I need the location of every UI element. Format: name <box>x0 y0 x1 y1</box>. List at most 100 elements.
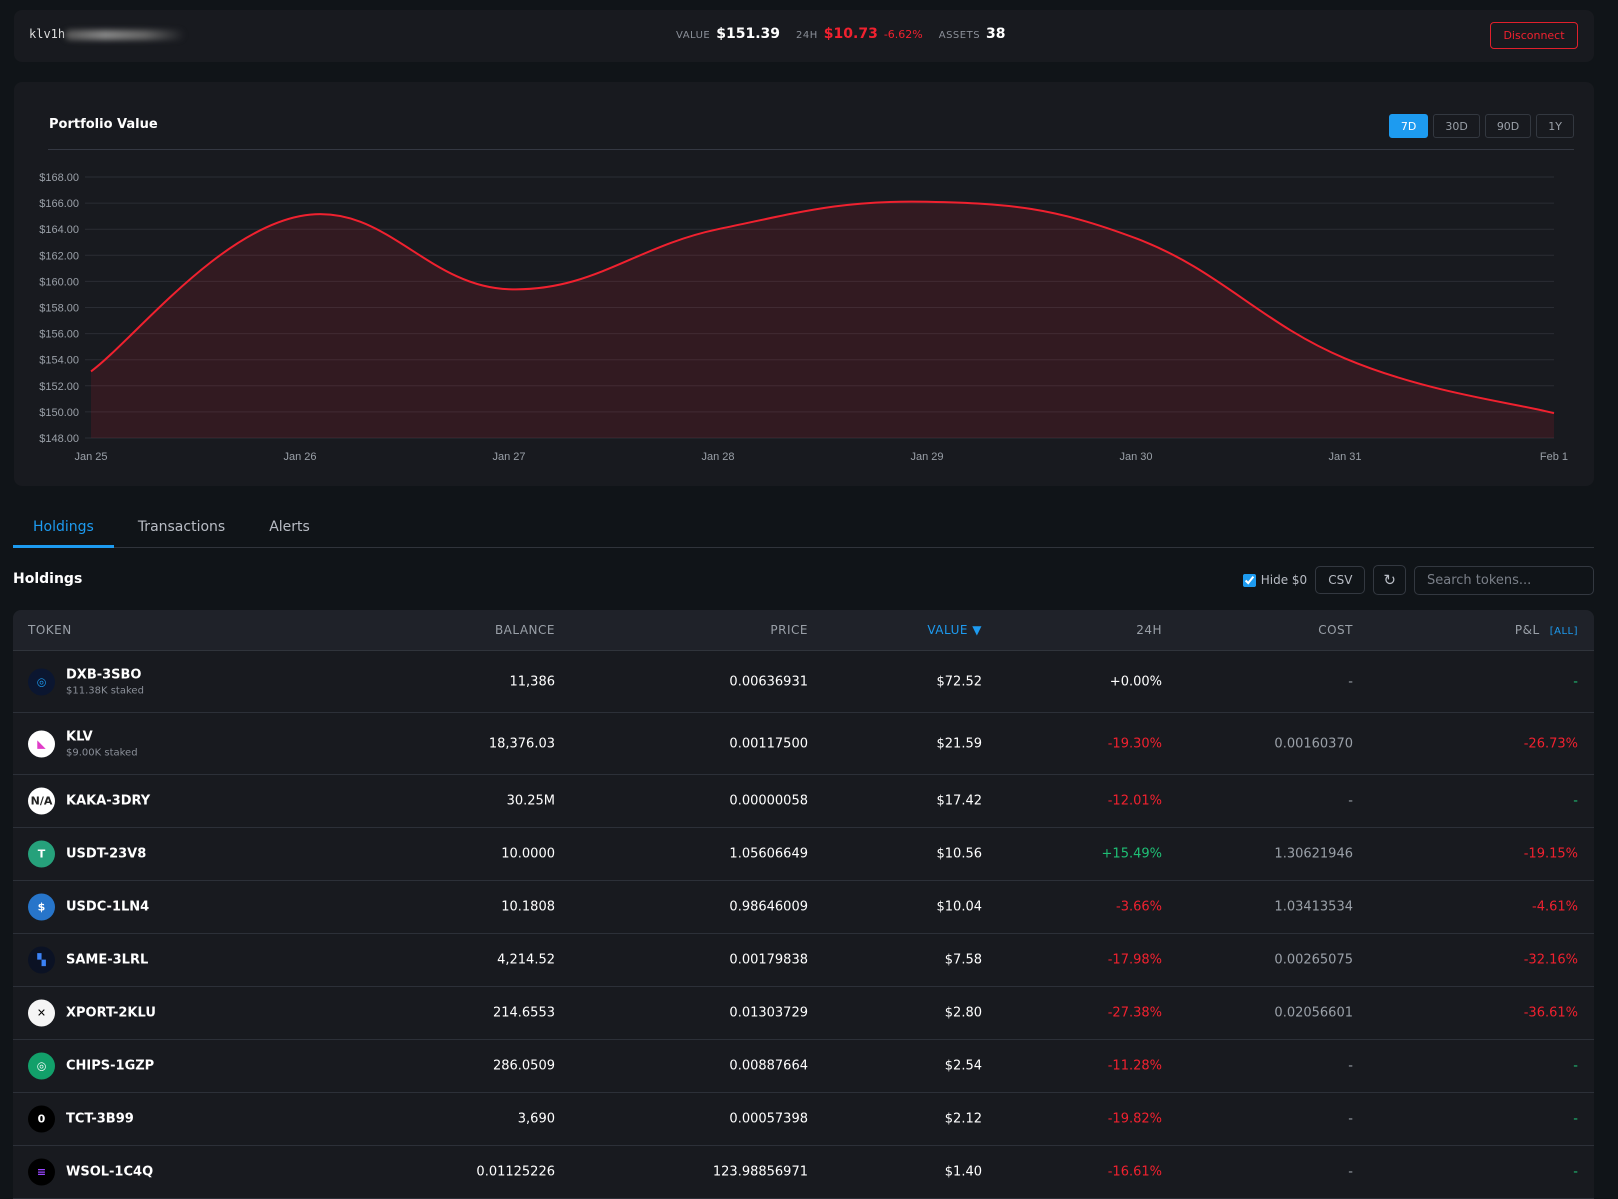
table-row[interactable]: ◎ CHIPS-1GZP 286.0509 0.00887664 $2.54 -… <box>13 1040 1594 1093</box>
range-7d-button[interactable]: 7D <box>1388 114 1429 138</box>
range-90d-button[interactable]: 90D <box>1484 114 1532 138</box>
value-cell: $10.56 <box>936 846 983 862</box>
token-name[interactable]: KLV <box>66 729 93 744</box>
disconnect-button[interactable]: Disconnect <box>1490 22 1578 49</box>
holdings-title: Holdings <box>13 571 83 587</box>
token-name[interactable]: KAKA-3DRY <box>66 793 151 809</box>
change-percent: -6.62% <box>883 28 923 41</box>
x-tick-label: Jan 27 <box>492 451 525 463</box>
y-tick-label: $164.00 <box>39 224 79 236</box>
token-cell: ✕ XPORT-2KLU <box>28 999 156 1027</box>
col-token[interactable]: TOKEN <box>28 623 72 637</box>
pl-cell: -36.61% <box>1523 1005 1578 1021</box>
y-tick-label: $148.00 <box>39 433 79 445</box>
y-tick-label: $158.00 <box>39 303 79 315</box>
change-24h-cell: +0.00% <box>1109 674 1162 689</box>
range-1y-button[interactable]: 1Y <box>1536 114 1574 138</box>
y-tick-label: $150.00 <box>39 407 79 419</box>
portfolio-line <box>90 200 1555 415</box>
table-row[interactable]: ▚ SAME-3LRL 4,214.52 0.00179838 $7.58 -1… <box>13 934 1594 987</box>
pl-cell: - <box>1573 1111 1578 1127</box>
cost-cell: - <box>1348 1111 1353 1127</box>
chart-title: Portfolio Value <box>49 117 158 132</box>
balance-cell: 3,690 <box>517 1111 555 1127</box>
pl-all-toggle[interactable]: [ALL] <box>1549 626 1578 637</box>
xport-icon: ✕ <box>28 999 55 1027</box>
table-row[interactable]: 0 TCT-3B99 3,690 0.00057398 $2.12 -19.82… <box>13 1093 1594 1146</box>
token-name[interactable]: USDC-1LN4 <box>66 899 150 915</box>
table-row[interactable]: $ USDC-1LN4 10.1808 0.98646009 $10.04 -3… <box>13 881 1594 934</box>
staked-amount: $11.38K staked <box>66 685 144 696</box>
pl-cell: -32.16% <box>1523 952 1578 968</box>
staked-amount: $9.00K staked <box>66 747 138 758</box>
col-pl[interactable]: P&L [ALL] <box>1514 623 1578 637</box>
token-name[interactable]: XPORT-2KLU <box>66 1005 156 1021</box>
x-tick-label: Jan 26 <box>283 451 316 463</box>
csv-export-button[interactable]: CSV <box>1315 566 1366 594</box>
refresh-icon[interactable]: ↻ <box>1373 565 1406 595</box>
cost-cell: 0.02056601 <box>1274 1005 1353 1021</box>
pl-cell: -4.61% <box>1532 899 1578 915</box>
token-name[interactable]: TCT-3B99 <box>66 1111 134 1127</box>
value-cell: $72.52 <box>936 674 983 689</box>
tab-holdings[interactable]: Holdings <box>13 512 114 548</box>
price-cell: 0.00636931 <box>729 674 808 689</box>
tab-bar: Holdings Transactions Alerts <box>13 512 1594 548</box>
col-cost[interactable]: COST <box>1318 623 1353 637</box>
col-24h[interactable]: 24H <box>1136 623 1162 637</box>
x-tick-label: Jan 28 <box>701 451 734 463</box>
y-tick-label: $162.00 <box>39 250 79 262</box>
token-cell: ▚ SAME-3LRL <box>28 946 149 974</box>
tab-alerts[interactable]: Alerts <box>269 519 310 535</box>
price-cell: 0.00179838 <box>729 952 808 968</box>
pl-cell: - <box>1573 674 1578 689</box>
hide-zero-checkbox[interactable] <box>1242 573 1256 587</box>
range-30d-button[interactable]: 30D <box>1433 114 1480 138</box>
cost-cell: 1.30621946 <box>1274 846 1353 862</box>
balance-cell: 18,376.03 <box>488 736 555 751</box>
hide-zero-label: Hide $0 <box>1260 573 1308 587</box>
change-24h-cell: -27.38% <box>1107 1005 1162 1021</box>
table-row[interactable]: N/A KAKA-3DRY 30.25M 0.00000058 $17.42 -… <box>13 775 1594 828</box>
table-row[interactable]: ◣ KLV $9.00K staked 18,376.03 0.00117500 … <box>13 713 1594 775</box>
token-cell: ◎ CHIPS-1GZP <box>28 1052 155 1080</box>
x-tick-label: Feb 1 <box>1540 451 1568 463</box>
y-tick-label: $154.00 <box>39 355 79 367</box>
change-value: $10.73 <box>823 26 878 42</box>
search-tokens-input[interactable] <box>1414 565 1594 595</box>
x-tick-label: Jan 30 <box>1119 451 1152 463</box>
portfolio-stats: VALUE $151.39 24H $10.73 -6.62% ASSETS 3… <box>676 26 1006 42</box>
change-24h-cell: +15.49% <box>1101 846 1162 862</box>
change-label: 24H <box>796 30 818 41</box>
hide-zero-toggle[interactable]: Hide $0 <box>1242 573 1308 587</box>
col-value-sorted[interactable]: VALUE ▼ <box>927 623 982 637</box>
table-header: TOKEN BALANCE PRICE VALUE ▼ 24H COST P&L… <box>13 610 1594 651</box>
assets-count: 38 <box>986 26 1006 42</box>
token-name[interactable]: DXB-3SBO <box>66 667 142 682</box>
value-cell: $21.59 <box>936 736 983 751</box>
cost-cell: 0.00265075 <box>1274 952 1353 968</box>
cost-cell: - <box>1348 1164 1353 1180</box>
tct-icon: 0 <box>28 1105 55 1133</box>
token-name[interactable]: WSOL-1C4Q <box>66 1164 154 1180</box>
token-name[interactable]: CHIPS-1GZP <box>66 1058 155 1074</box>
table-row[interactable]: ✕ XPORT-2KLU 214.6553 0.01303729 $2.80 -… <box>13 987 1594 1040</box>
range-selector: 7D 30D 90D 1Y <box>1388 114 1574 138</box>
token-name[interactable]: SAME-3LRL <box>66 952 149 968</box>
col-balance[interactable]: BALANCE <box>494 623 555 637</box>
table-row[interactable]: T USDT-23V8 10.0000 1.05606649 $10.56 +1… <box>13 828 1594 881</box>
cost-cell: 0.00160370 <box>1274 736 1353 751</box>
area-fill <box>91 201 1554 438</box>
cost-cell: 1.03413534 <box>1274 899 1353 915</box>
table-row[interactable]: ◎ DXB-3SBO $11.38K staked 11,386 0.006369… <box>13 651 1594 713</box>
col-price[interactable]: PRICE <box>770 623 808 637</box>
token-cell: T USDT-23V8 <box>28 840 147 868</box>
change-24h-cell: -16.61% <box>1107 1164 1162 1180</box>
value-cell: $2.12 <box>944 1111 982 1127</box>
price-cell: 1.05606649 <box>729 846 808 862</box>
table-row[interactable]: ≡ WSOL-1C4Q 0.01125226 123.98856971 $1.4… <box>13 1146 1594 1199</box>
token-name[interactable]: USDT-23V8 <box>66 846 147 862</box>
wsol-icon: ≡ <box>28 1158 55 1186</box>
x-tick-label: Jan 31 <box>1328 451 1361 463</box>
tab-transactions[interactable]: Transactions <box>137 519 226 535</box>
